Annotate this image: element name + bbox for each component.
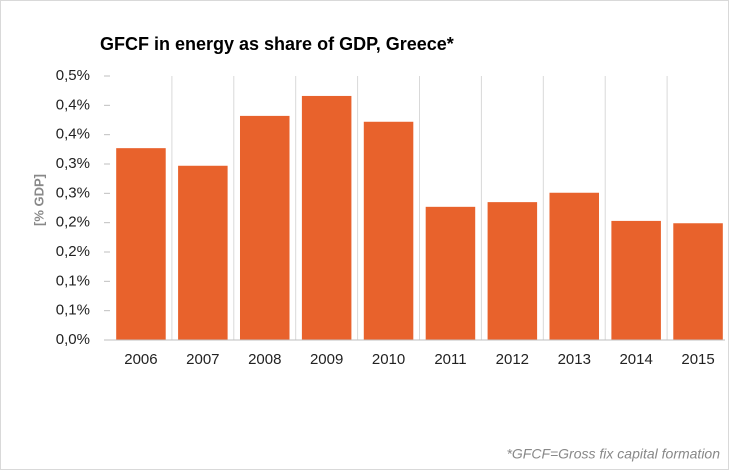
y-tick-label: 0,1% [56, 272, 90, 289]
y-tick-label: 0,5% [56, 67, 90, 84]
bar [239, 115, 290, 340]
y-tick-label: 0,1% [56, 302, 90, 319]
x-tick-label: 2010 [372, 351, 405, 368]
bar [178, 165, 228, 340]
bar [116, 148, 166, 340]
bar [673, 223, 723, 340]
x-tick-label: 2008 [248, 351, 281, 368]
x-tick-label: 2014 [619, 351, 652, 368]
y-axis-label: [% GDP] [31, 174, 46, 226]
bar [549, 192, 600, 340]
y-tick-label: 0,2% [56, 214, 90, 231]
y-tick-label: 0,4% [56, 126, 90, 143]
x-tick-label: 2011 [434, 351, 466, 368]
y-tick-label: 0,4% [56, 96, 90, 113]
x-tick-label: 2013 [558, 351, 591, 368]
y-tick-label: 0,3% [56, 184, 90, 201]
bar [363, 121, 414, 340]
x-tick-label: 2006 [124, 351, 157, 368]
bar [487, 202, 538, 340]
y-tick-label: 0,3% [56, 155, 90, 172]
x-tick-label: 2009 [310, 351, 343, 368]
x-tick-label: 2012 [496, 351, 529, 368]
chart-title: GFCF in energy as share of GDP, Greece* [100, 34, 454, 54]
bar [611, 220, 661, 340]
x-tick-label: 2015 [681, 351, 714, 368]
x-tick-label: 2007 [186, 351, 219, 368]
footnote: *GFCF=Gross fix capital formation [506, 446, 720, 462]
y-tick-label: 0,2% [56, 243, 90, 260]
bar [425, 206, 476, 340]
y-tick-label: 0,0% [56, 331, 90, 348]
bar [301, 95, 352, 341]
